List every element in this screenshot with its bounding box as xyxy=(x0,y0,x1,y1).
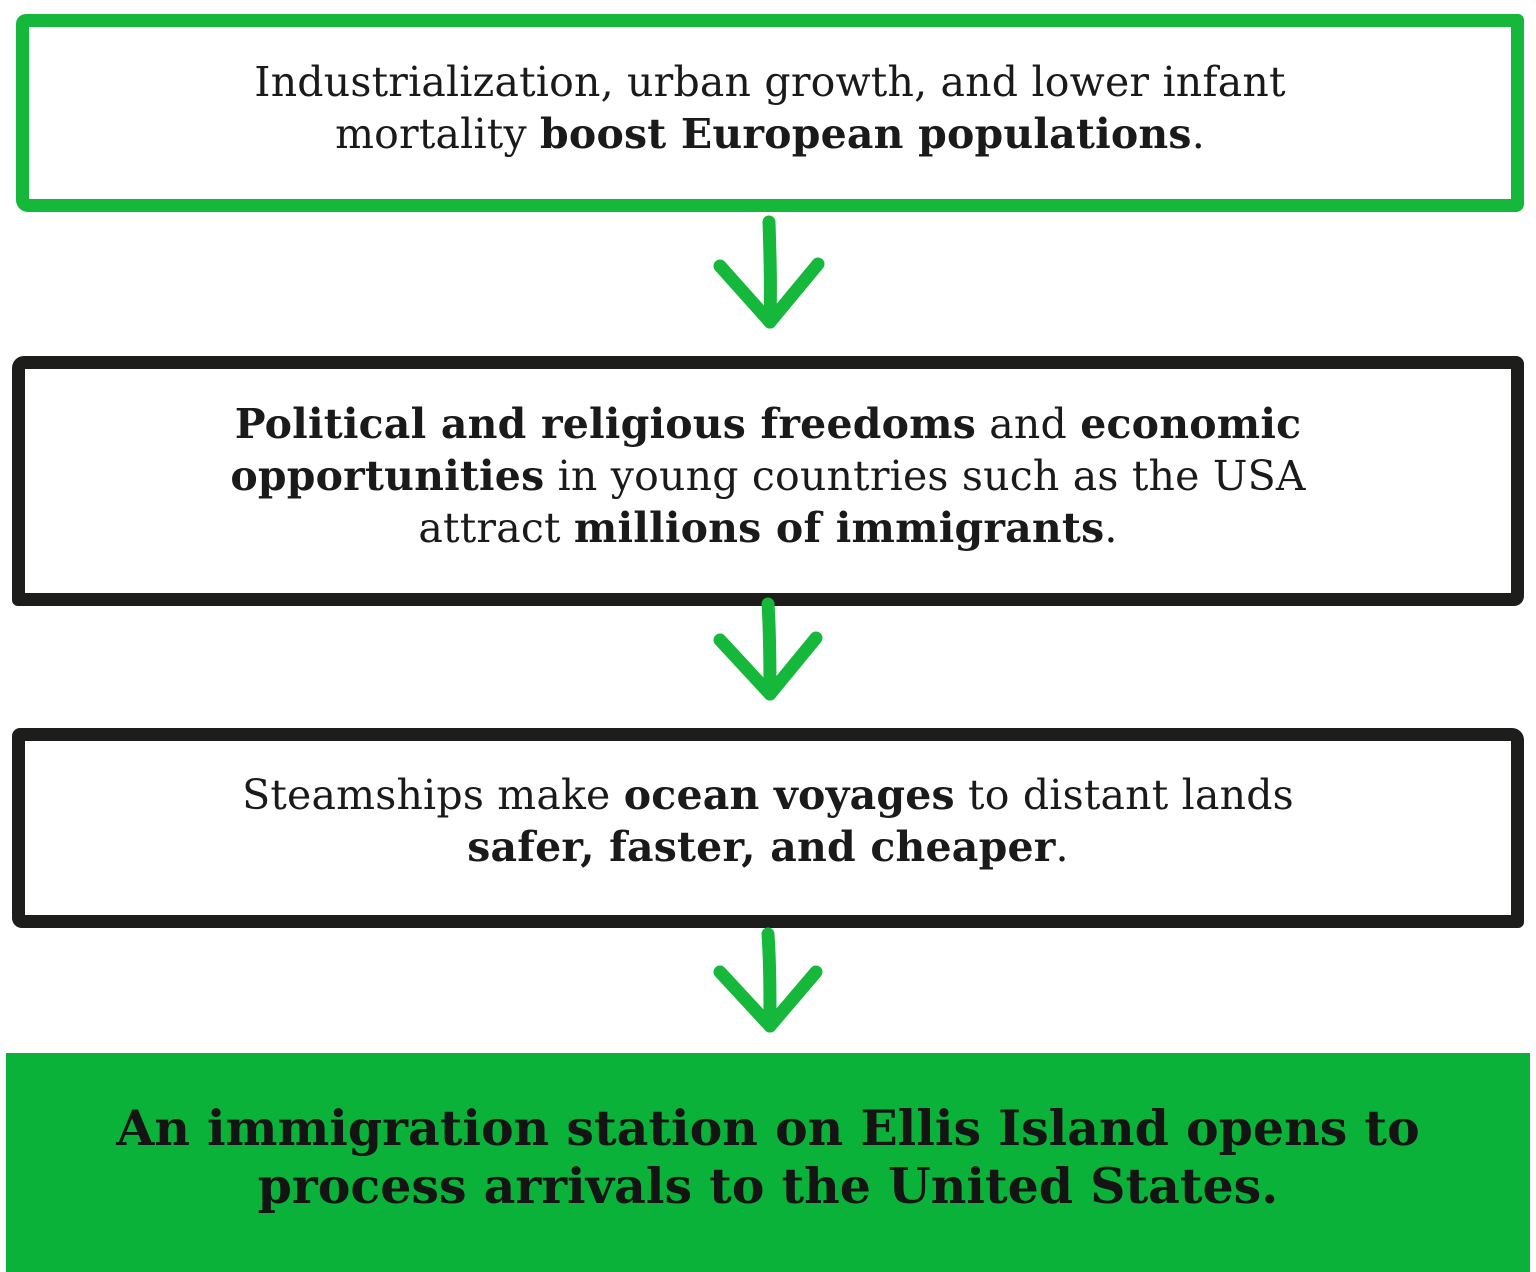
step-text-segment: . xyxy=(1055,823,1069,871)
down-arrow-icon xyxy=(713,927,823,1033)
step-3-box: Steamships make ocean voyages to distant… xyxy=(12,728,1524,928)
result-text: An immigration station on Ellis Island o… xyxy=(116,1098,1420,1215)
step-text-segment: and xyxy=(976,400,1081,448)
result-box: An immigration station on Ellis Island o… xyxy=(6,1053,1530,1272)
step-text-segment: Industrialization, urban growth, and low… xyxy=(254,58,1286,158)
step-3-text: Steamships make ocean voyages to distant… xyxy=(208,769,1328,873)
step-text-bold-segment: millions of immigrants xyxy=(573,504,1105,552)
step-1-box: Industrialization, urban growth, and low… xyxy=(16,14,1524,212)
step-text-bold-segment: safer, faster, and cheaper xyxy=(467,823,1056,871)
step-text-segment: . xyxy=(1104,504,1118,552)
down-arrow-icon xyxy=(713,215,825,329)
step-text-segment: to distant lands xyxy=(954,771,1294,819)
step-text-bold-segment: economic opportunities xyxy=(230,400,1302,500)
step-text-bold-segment: Political and religious freedoms xyxy=(234,400,977,448)
step-text-segment: in young countries such as the USA attra… xyxy=(418,452,1306,552)
step-text-segment: Steamships make xyxy=(242,771,624,819)
step-text-segment: . xyxy=(1191,110,1205,158)
step-1-text: Industrialization, urban growth, and low… xyxy=(230,56,1310,160)
down-arrow-icon xyxy=(713,597,823,701)
step-2-text: Political and religious freedoms and eco… xyxy=(208,398,1328,554)
step-text-bold-segment: boost European populations xyxy=(540,110,1192,158)
step-2-box: Political and religious freedoms and eco… xyxy=(12,356,1524,606)
step-text-bold-segment: ocean voyages xyxy=(623,771,955,819)
